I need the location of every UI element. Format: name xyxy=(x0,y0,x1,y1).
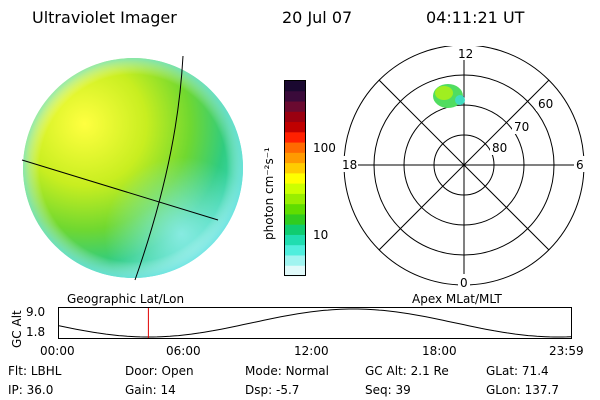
colorbar-band xyxy=(285,173,305,185)
xtick-0000: 00:00 xyxy=(40,344,75,358)
info-seq: Seq: 39 xyxy=(365,383,411,397)
uv-patch xyxy=(433,84,465,108)
apex-label: Apex MLat/MLT xyxy=(412,292,502,306)
colorbar-band xyxy=(285,214,305,226)
longitude-line xyxy=(134,55,184,281)
colorbar-band xyxy=(285,132,305,144)
altitude-ytick-max: 9.0 xyxy=(26,305,46,319)
xtick-2359: 23:59 xyxy=(549,344,584,358)
colorbar-band xyxy=(285,193,305,205)
info-glat: GLat: 71.4 xyxy=(486,364,549,378)
time-label: 04:11:21 UT xyxy=(426,8,525,27)
colorbar-band xyxy=(285,234,305,246)
xtick-1200: 12:00 xyxy=(294,344,329,358)
colorbar-tick-10: 10 xyxy=(313,228,329,242)
date-label: 20 Jul 07 xyxy=(282,8,353,27)
info-gc-alt: GC Alt: 2.1 Re xyxy=(365,364,449,378)
altitude-plot xyxy=(58,307,572,339)
info-mode: Mode: Normal xyxy=(245,364,329,378)
mlt-label-6: 6 xyxy=(576,158,584,172)
colorbar-band xyxy=(285,142,305,154)
colorbar-band xyxy=(285,152,305,164)
colorbar-band xyxy=(285,265,305,277)
lat-label-60: 60 xyxy=(538,97,553,111)
info-ip: IP: 36.0 xyxy=(8,383,54,397)
mlt-label-0: 0 xyxy=(460,276,468,290)
geographic-label: Geographic Lat/Lon xyxy=(67,292,185,306)
colorbar-band xyxy=(285,111,305,123)
info-glon: GLon: 137.7 xyxy=(486,383,559,397)
xtick-0600: 06:00 xyxy=(166,344,201,358)
latitude-line xyxy=(21,159,219,221)
info-gain: Gain: 14 xyxy=(125,383,176,397)
colorbar-unit-label: photon cm⁻²s⁻¹ xyxy=(262,147,276,240)
colorbar-band xyxy=(285,91,305,103)
mlt-label-18: 18 xyxy=(342,158,357,172)
colorbar-band xyxy=(285,255,305,267)
colorbar-band xyxy=(285,224,305,236)
colorbar-band xyxy=(285,81,305,92)
polar-plot: 12 18 6 0 60 70 80 xyxy=(340,46,588,290)
colorbar-band xyxy=(285,163,305,174)
colorbar-band xyxy=(285,122,305,133)
colorbar-band xyxy=(285,245,305,256)
mlt-label-12: 12 xyxy=(458,47,473,61)
altitude-ytick-min: 1.8 xyxy=(26,325,46,339)
altitude-curve xyxy=(58,308,572,338)
info-flt: Flt: LBHL xyxy=(8,364,62,378)
xtick-1800: 18:00 xyxy=(422,344,457,358)
app-title: Ultraviolet Imager xyxy=(32,8,177,27)
lat-label-70: 70 xyxy=(514,120,529,134)
info-dsp: Dsp: -5.7 xyxy=(245,383,300,397)
colorbar-band xyxy=(285,204,305,215)
colorbar xyxy=(284,80,306,277)
colorbar-tick-100: 100 xyxy=(313,141,336,155)
colorbar-band xyxy=(285,183,305,195)
lat-label-80: 80 xyxy=(492,141,507,155)
geographic-image xyxy=(21,55,243,281)
altitude-ylabel: GC Alt xyxy=(10,310,24,348)
info-door: Door: Open xyxy=(125,364,194,378)
colorbar-band xyxy=(285,101,305,113)
